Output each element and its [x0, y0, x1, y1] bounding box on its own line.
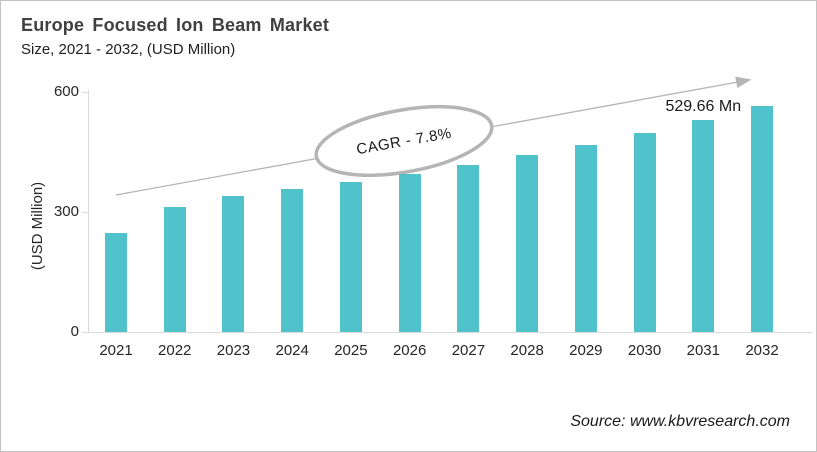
- y-axis-line: [88, 90, 89, 333]
- bar-2025: [339, 181, 362, 332]
- bar-2022: [163, 207, 186, 332]
- x-label-2029: 2029: [569, 342, 603, 359]
- x-axis-line: [82, 332, 813, 333]
- x-label-2024: 2024: [275, 342, 309, 359]
- y-axis-title: (USD Million): [29, 181, 46, 271]
- y-tick-600: [82, 92, 88, 93]
- bar-2030: [633, 133, 656, 332]
- y-tick-label-600: 600: [53, 83, 79, 100]
- bar-2021: [105, 232, 127, 332]
- x-label-2023: 2023: [216, 342, 251, 359]
- bar-2029: [574, 144, 597, 332]
- cagr-label: CAGR - 7.8%: [355, 125, 453, 158]
- bar-2028: [516, 155, 539, 332]
- x-label-2026: 2026: [392, 342, 427, 359]
- x-label-2032: 2032: [745, 342, 779, 359]
- y-tick-0: [82, 332, 88, 333]
- source-credit: Source: www.kbvresearch.com: [570, 413, 790, 430]
- bar-value-annotation: 529.66 Mn: [665, 98, 742, 116]
- y-tick-label-300: 300: [53, 203, 79, 220]
- y-tick-label-0: 0: [70, 323, 79, 340]
- x-label-2031: 2031: [686, 342, 720, 359]
- x-label-2022: 2022: [158, 342, 192, 359]
- x-label-2021: 2021: [99, 342, 133, 359]
- bar-2026: [398, 174, 421, 332]
- x-label-2030: 2030: [627, 342, 662, 359]
- x-label-2027: 2027: [451, 342, 486, 359]
- chart-title: Europe Focused Ion Beam Market: [21, 15, 330, 35]
- x-label-2028: 2028: [510, 342, 544, 359]
- bar-2031: [692, 120, 715, 332]
- chart-subtitle: Size, 2021 - 2032, (USD Million): [21, 41, 236, 58]
- y-tick-300: [82, 212, 88, 213]
- bar-2027: [457, 165, 480, 332]
- bar-2023: [222, 196, 245, 332]
- bar-2032: [751, 105, 774, 332]
- x-label-2025: 2025: [334, 342, 368, 359]
- bar-2024: [281, 189, 304, 332]
